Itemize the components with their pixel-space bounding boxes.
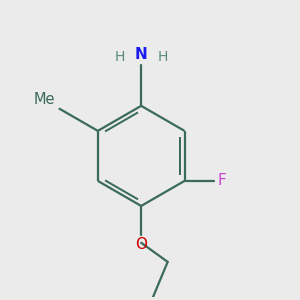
Text: N: N — [135, 47, 148, 62]
Text: H: H — [115, 50, 125, 64]
Text: Me: Me — [34, 92, 55, 107]
Text: O: O — [135, 237, 147, 252]
Text: H: H — [158, 50, 168, 64]
Text: F: F — [218, 173, 226, 188]
